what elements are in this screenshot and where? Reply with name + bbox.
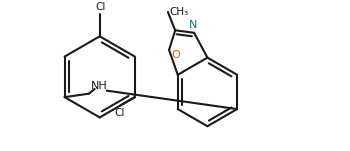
Text: Cl: Cl <box>114 108 125 118</box>
Text: CH₃: CH₃ <box>169 7 188 17</box>
Text: O: O <box>172 50 181 60</box>
Text: N: N <box>189 21 197 31</box>
Text: Cl: Cl <box>95 2 105 12</box>
Text: NH: NH <box>91 80 108 91</box>
